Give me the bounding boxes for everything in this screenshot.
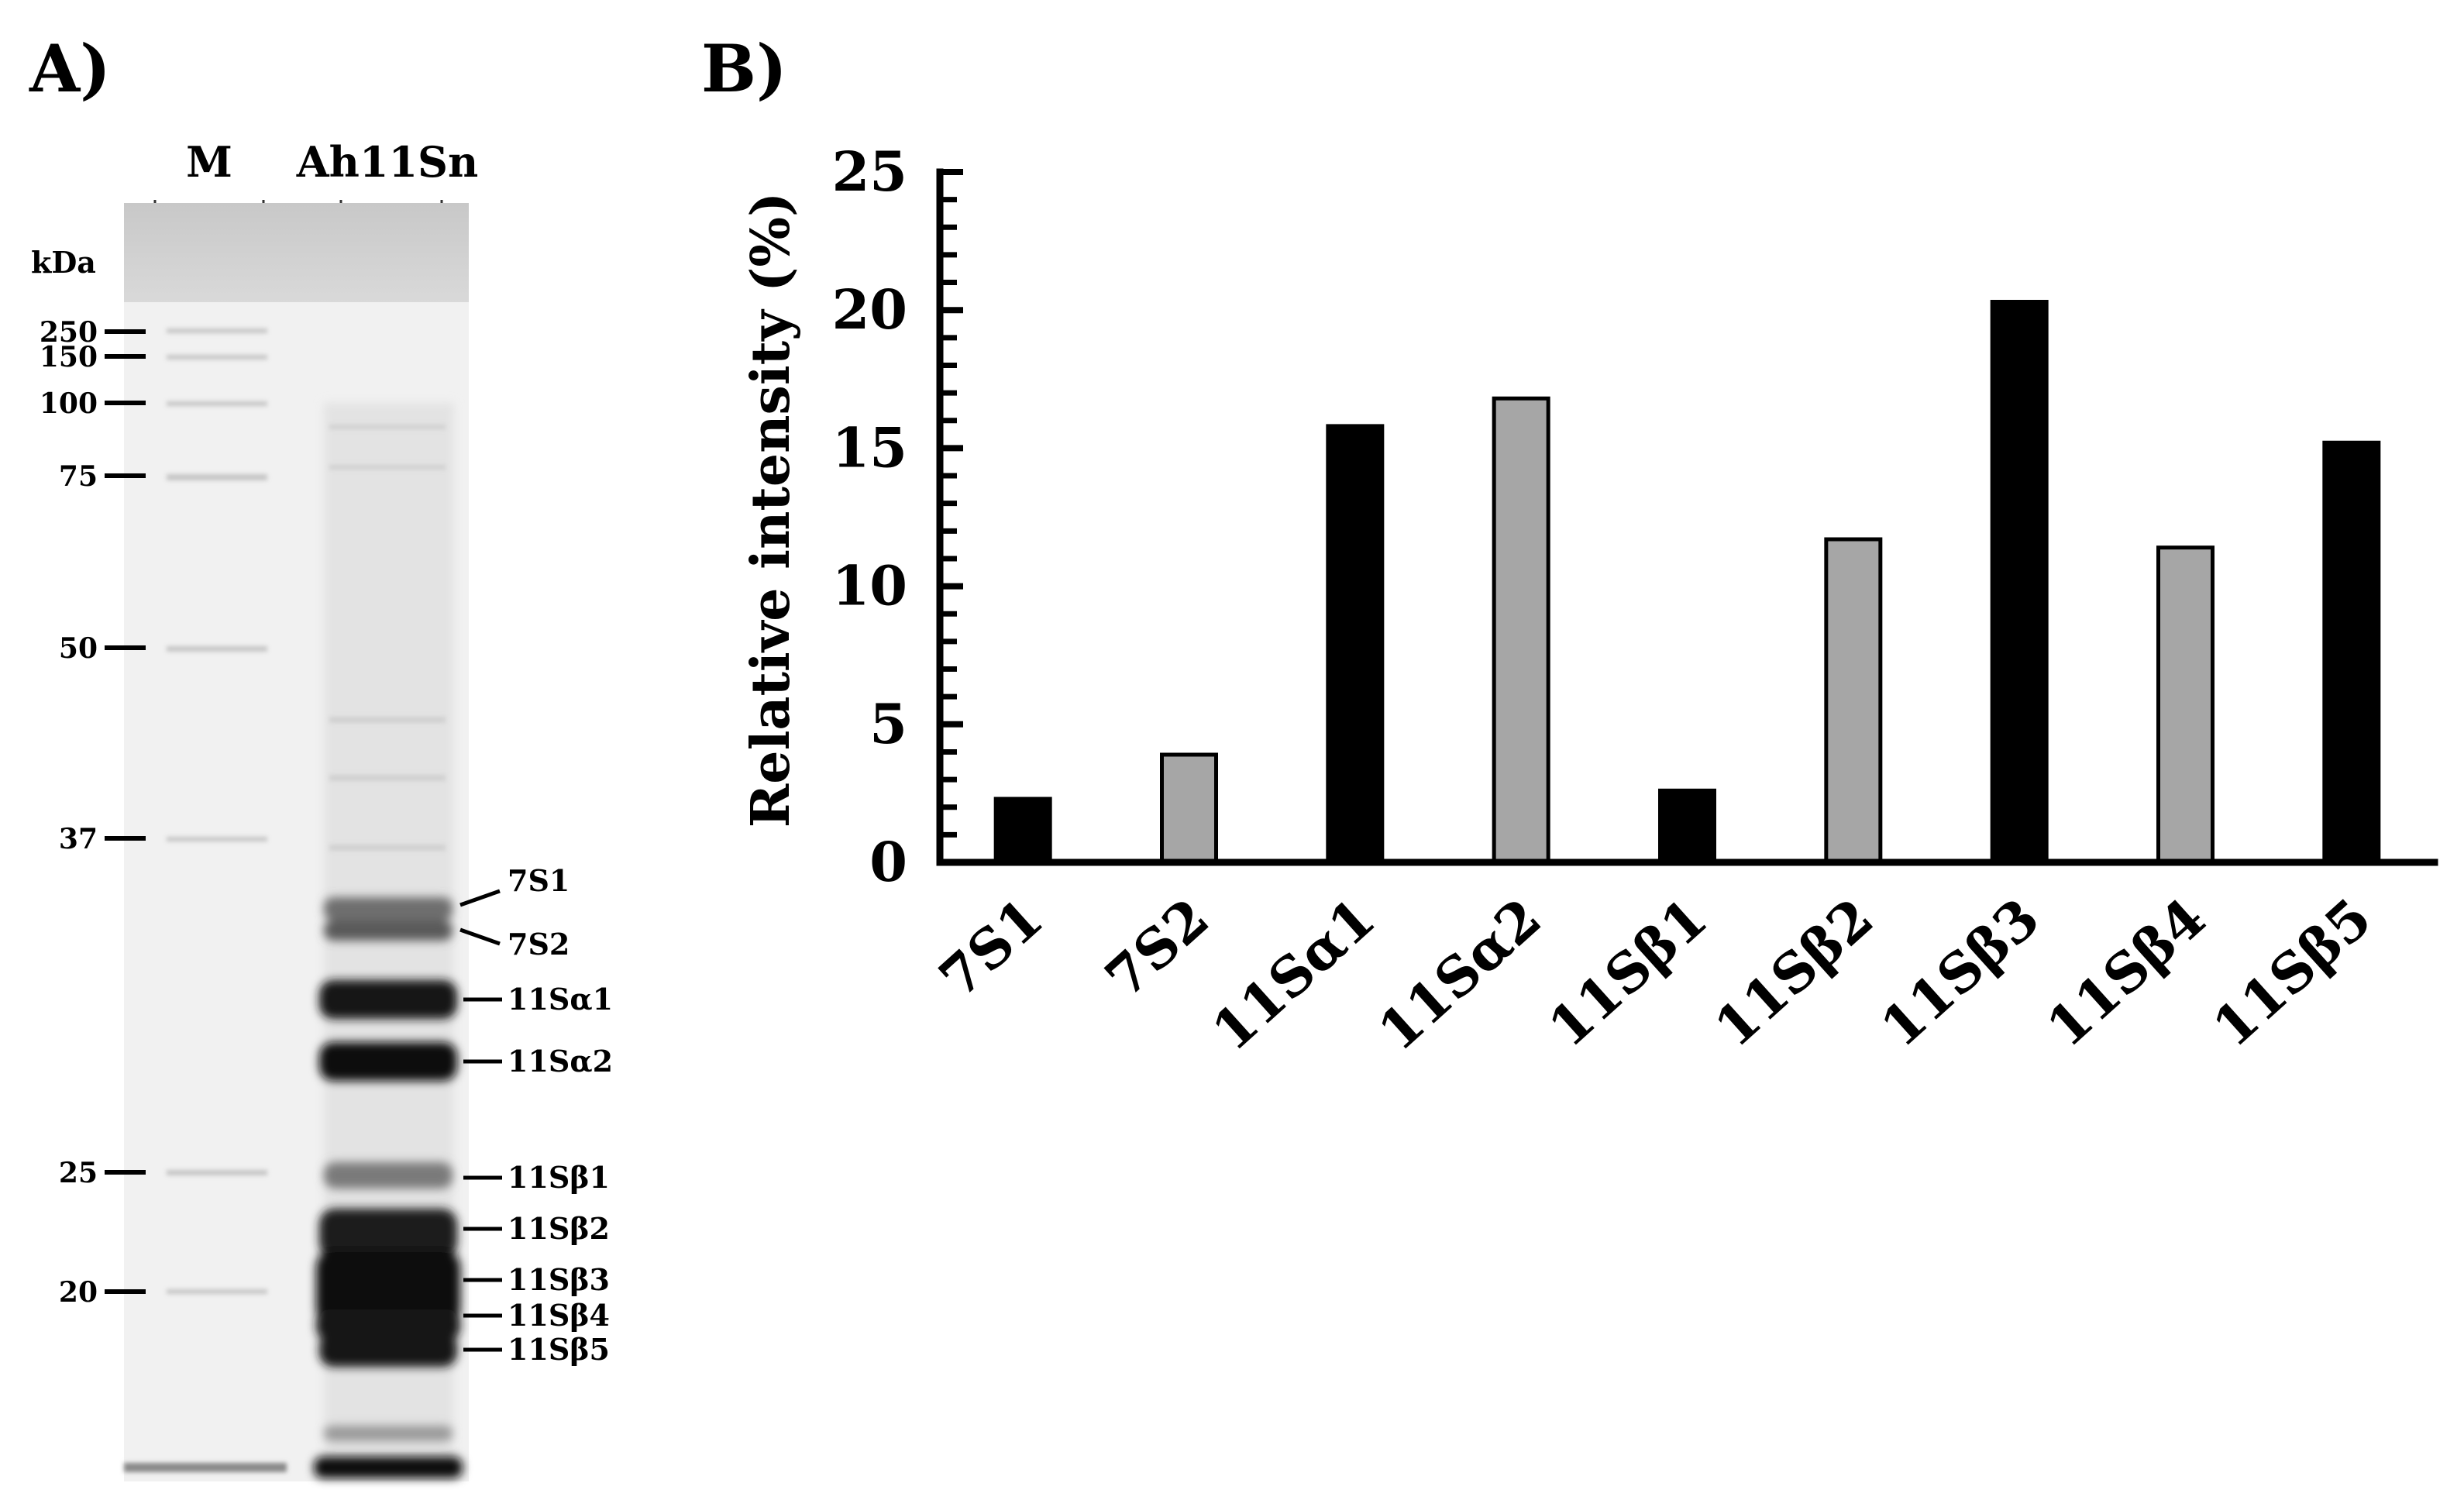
x-tick-label: 11Sβ1 [1537, 886, 1719, 1059]
x-tick-label: 11Sα1 [1199, 886, 1387, 1063]
lane-label-sample: Ah11Sn [296, 137, 479, 187]
panel-b: B) Relative intensity (%) 0 5 10 15 20 25 7S1… [701, 30, 2438, 1063]
bar-3 [1326, 424, 1385, 865]
band-label: 11Sα2 [508, 1044, 613, 1079]
y-tick-label: 0 [869, 830, 907, 894]
mw-label: 50 [59, 632, 98, 665]
x-tick-label: 7S2 [1093, 886, 1221, 1010]
bar-2 [1160, 752, 1218, 865]
panel-b-label: B) [701, 30, 787, 107]
band-label: 7S2 [508, 927, 570, 962]
bar-4 [1492, 396, 1550, 865]
bars [993, 300, 2381, 865]
band-label: 11Sβ1 [508, 1160, 610, 1195]
bar-5 [1658, 788, 1716, 865]
mw-markers: 250 150 100 75 50 37 25 20 [40, 316, 146, 1309]
band-label: 11Sβ3 [508, 1262, 610, 1297]
y-tick-label: 10 [832, 554, 907, 618]
band-label: 7S1 [508, 863, 570, 898]
mw-label: 75 [59, 460, 98, 493]
y-tick-label: 25 [832, 139, 907, 204]
band-label: 11Sβ2 [508, 1211, 610, 1246]
band-label: 11Sβ4 [508, 1298, 610, 1333]
panel-a: A) M Ah11Sn [29, 30, 613, 1481]
mw-label: 250 [40, 316, 98, 349]
band-pointer [459, 889, 501, 907]
bar-7 [1990, 300, 2049, 865]
bar-6 [1824, 537, 1883, 865]
band-label: 11Sβ5 [508, 1332, 610, 1367]
band-pointer [459, 927, 501, 946]
mw-label: 150 [40, 341, 98, 373]
lane-label-marker: M [186, 137, 232, 187]
band-annotations: 7S1 7S2 11Sα1 11Sα2 11Sβ1 11Sβ2 11Sβ3 11… [459, 863, 613, 1367]
x-tick-label: 11Sβ5 [2201, 886, 2383, 1059]
x-tick-label: 7S1 [927, 886, 1055, 1010]
x-tick-label: 11Sβ3 [1868, 886, 2051, 1059]
mw-label: 37 [59, 823, 98, 855]
y-tick-label: 20 [832, 277, 907, 342]
x-labels: 7S1 7S211Sα111Sα211Sβ111Sβ211Sβ311Sβ411Sβ… [927, 886, 2383, 1063]
bar-9 [2322, 440, 2381, 865]
gel-image [124, 203, 469, 1481]
y-axis-label: Relative intensity (%) [740, 192, 802, 827]
y-tick-label: 5 [869, 692, 907, 756]
x-tick-label: 11Sα2 [1366, 886, 1554, 1063]
panel-a-label: A) [29, 30, 111, 107]
mw-label: 25 [59, 1157, 98, 1189]
x-tick-label: 11Sβ4 [2035, 886, 2218, 1059]
bar-1 [993, 797, 1052, 865]
y-tick-label: 15 [832, 415, 907, 480]
band-label: 11Sα1 [508, 982, 613, 1017]
x-tick-label: 11Sβ2 [1702, 886, 1885, 1059]
bar-8 [2156, 545, 2215, 865]
kda-unit-label: kDa [31, 245, 96, 280]
mw-label: 20 [59, 1276, 98, 1309]
mw-label: 100 [40, 387, 98, 420]
